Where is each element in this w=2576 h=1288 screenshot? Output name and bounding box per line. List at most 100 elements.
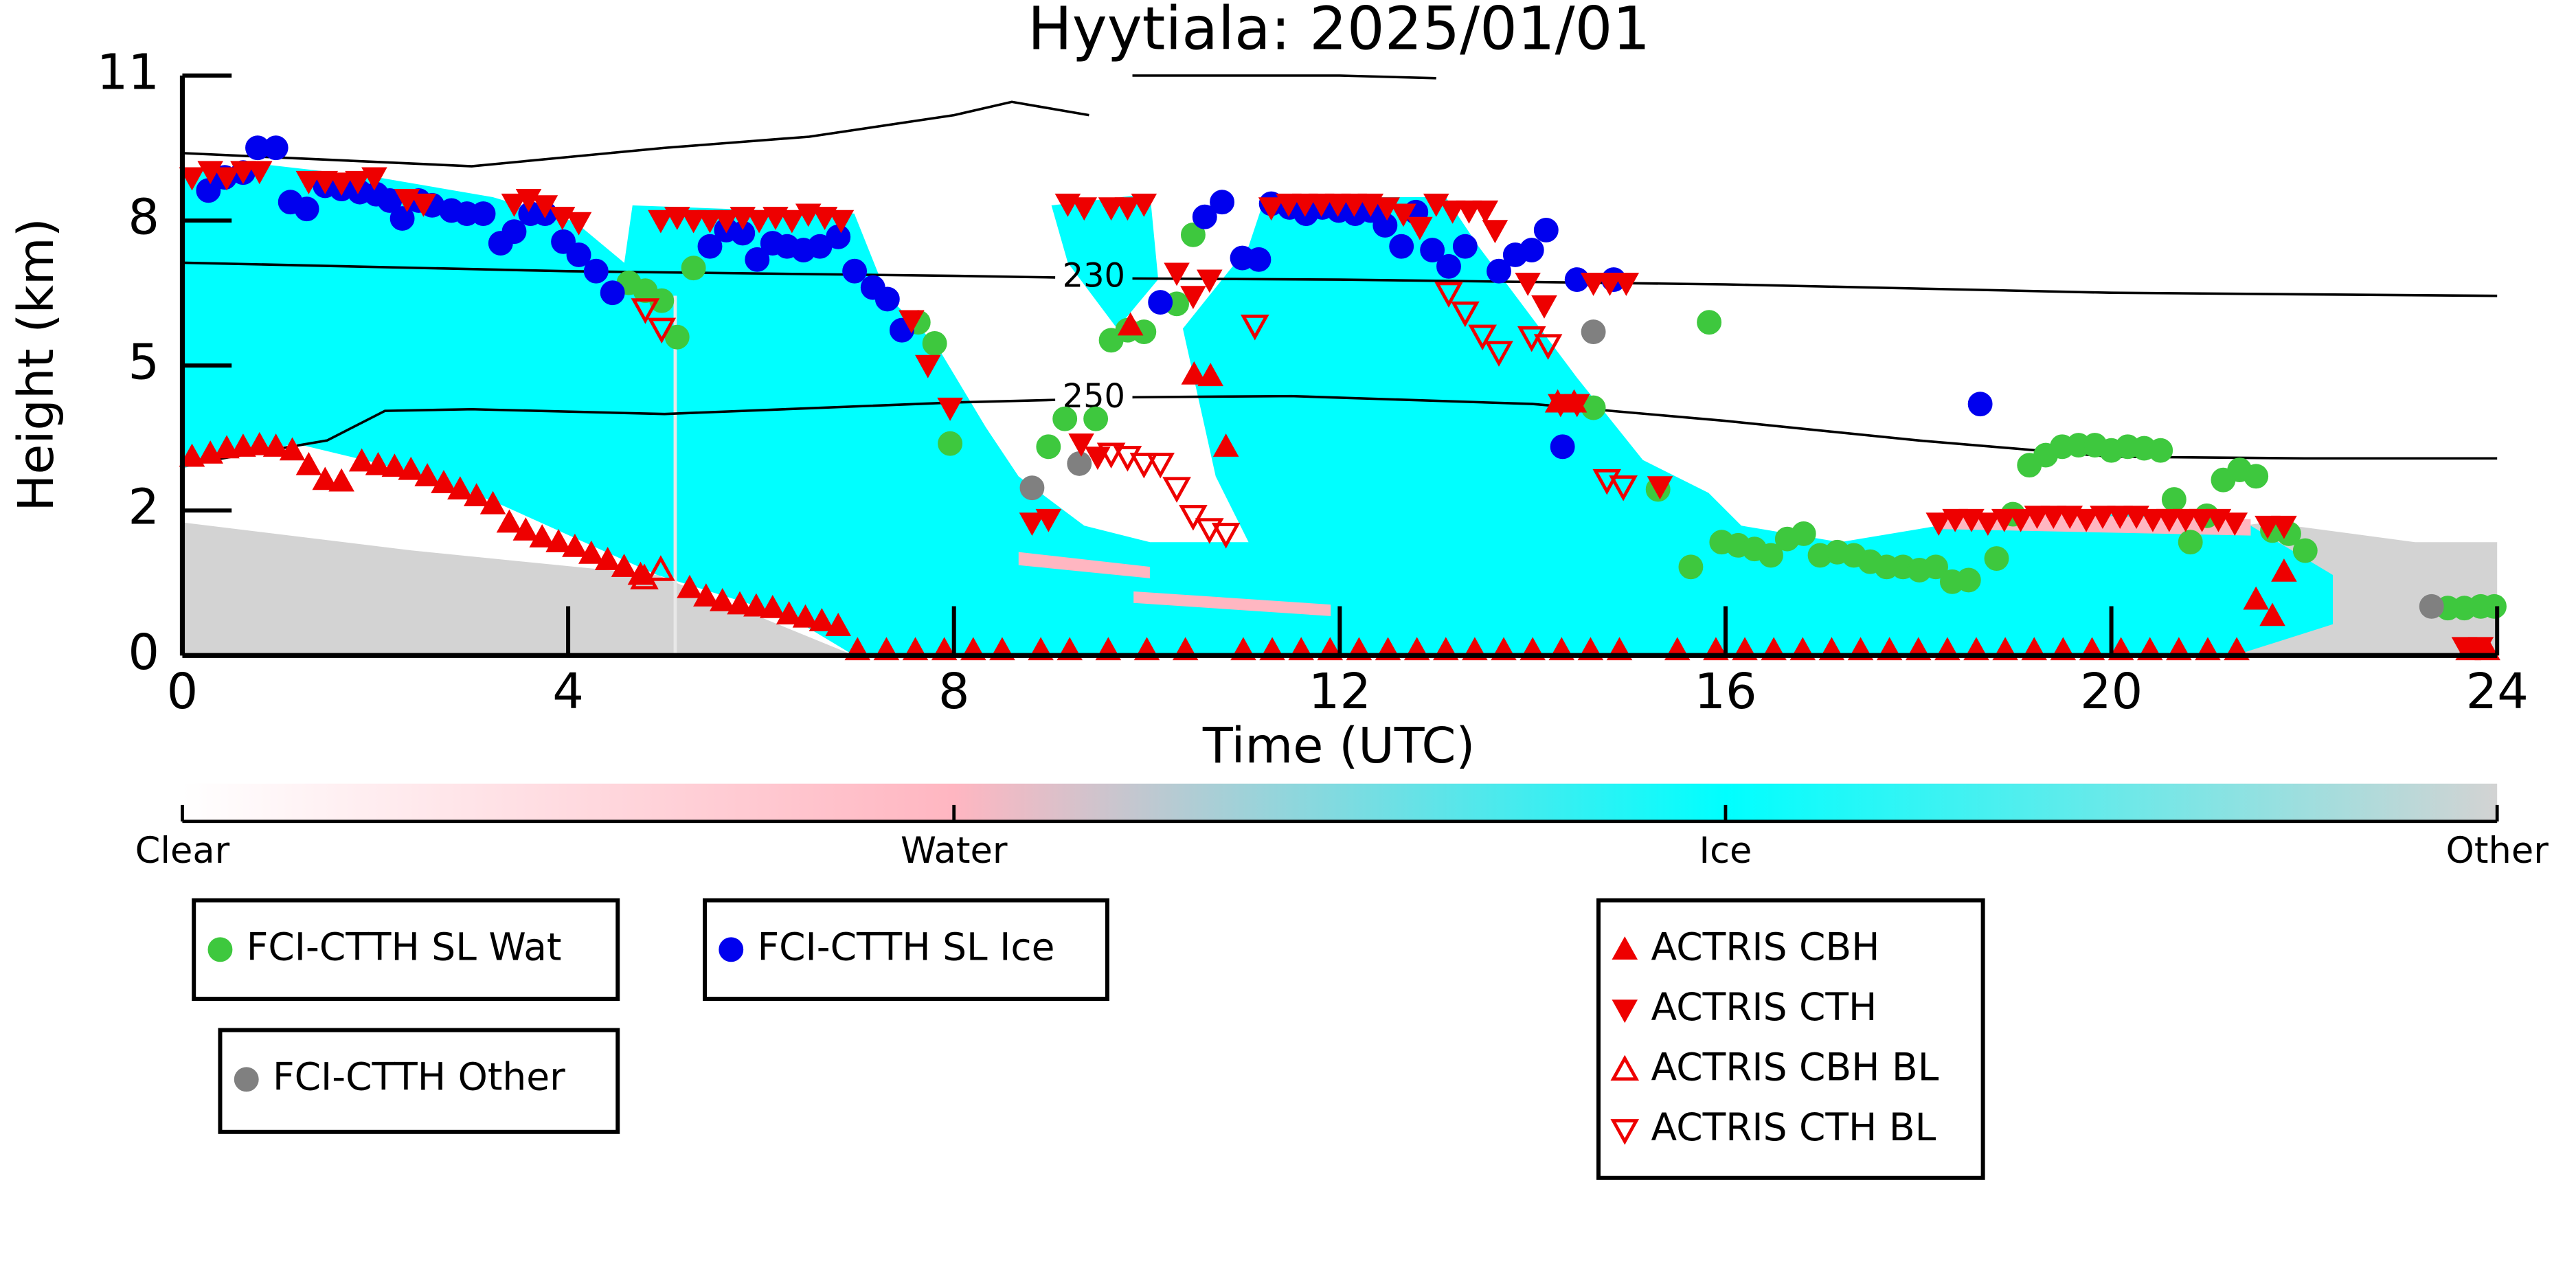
point xyxy=(2156,508,2182,532)
point xyxy=(1984,546,2009,571)
point xyxy=(2161,487,2187,512)
point xyxy=(1975,512,2001,536)
point xyxy=(1211,523,1241,549)
point xyxy=(693,583,719,607)
point xyxy=(825,613,851,636)
point xyxy=(1258,197,1285,221)
point xyxy=(1456,200,1482,224)
x-tick-label: 8 xyxy=(938,662,970,720)
point xyxy=(2040,506,2067,530)
point xyxy=(1068,433,1094,457)
legend-marker xyxy=(1610,1119,1640,1145)
point xyxy=(2243,586,2269,610)
point xyxy=(214,435,240,459)
water-region xyxy=(1018,512,2251,616)
point xyxy=(1923,554,1948,580)
point xyxy=(1035,508,1062,532)
legend-box xyxy=(192,898,620,1002)
point xyxy=(294,196,319,222)
point xyxy=(230,433,256,457)
point xyxy=(1515,273,1541,296)
point xyxy=(1420,238,1445,262)
legend: ACTRIS CBH ACTRIS CTH ACTRIS CBH BL ACTRIS … xyxy=(1596,898,1985,1180)
point xyxy=(680,210,707,234)
legend-label: ACTRIS CTH xyxy=(1651,985,1877,1029)
point xyxy=(295,451,322,475)
y-tick-label: 5 xyxy=(128,333,159,391)
point xyxy=(1372,213,1398,238)
legend: FCI-CTTH Other xyxy=(218,1028,620,1134)
point xyxy=(398,456,425,480)
point xyxy=(697,234,723,259)
legend-marker xyxy=(719,937,744,962)
point xyxy=(1436,253,1461,279)
classification-background xyxy=(182,164,2498,656)
point xyxy=(414,463,440,486)
point xyxy=(1083,406,1109,431)
point xyxy=(295,170,322,194)
point xyxy=(899,310,925,334)
legend: FCI-CTTH SL Wat xyxy=(192,898,620,1002)
legend-marker xyxy=(1610,1054,1640,1081)
point xyxy=(1759,543,1783,568)
point xyxy=(1613,273,1640,296)
point xyxy=(1563,394,1590,418)
point xyxy=(2244,464,2269,489)
point xyxy=(529,524,555,547)
point xyxy=(1533,217,1559,242)
contour-line xyxy=(182,261,2498,297)
point xyxy=(532,195,558,219)
point xyxy=(1468,324,1497,351)
point xyxy=(1531,295,1557,319)
point xyxy=(1146,453,1175,479)
point xyxy=(1212,433,1239,457)
point xyxy=(1452,234,1478,259)
point xyxy=(2090,506,2116,530)
point xyxy=(727,591,753,615)
point xyxy=(647,317,677,344)
point xyxy=(1114,197,1141,221)
x-tick-label: 4 xyxy=(552,662,584,720)
point xyxy=(262,433,289,457)
point xyxy=(697,210,723,234)
point xyxy=(1180,286,1206,310)
point xyxy=(1179,505,1208,531)
point xyxy=(1434,282,1463,308)
colorbar xyxy=(182,783,2498,822)
point xyxy=(1197,269,1223,293)
point xyxy=(709,587,736,611)
point xyxy=(1423,193,1449,217)
point xyxy=(2271,515,2297,539)
ice-region xyxy=(182,164,2334,656)
point xyxy=(1596,273,1623,296)
point xyxy=(2259,602,2285,626)
point xyxy=(179,167,205,191)
point xyxy=(1390,203,1416,227)
point xyxy=(1487,258,1511,284)
point xyxy=(312,170,339,194)
point xyxy=(2467,637,2494,661)
legend-label: ACTRIS CBH BL xyxy=(1651,1046,1939,1089)
point xyxy=(501,193,528,217)
point xyxy=(1324,193,1351,217)
point xyxy=(1991,508,2018,532)
y-tick-label: 11 xyxy=(97,43,159,101)
point xyxy=(2482,594,2507,619)
legend-box xyxy=(702,898,1109,1002)
point xyxy=(1389,234,1414,259)
point xyxy=(1678,554,1704,580)
point xyxy=(743,593,769,617)
point xyxy=(463,483,490,507)
point xyxy=(279,437,306,461)
point xyxy=(1484,341,1513,367)
point xyxy=(230,161,256,185)
point xyxy=(2451,637,2478,661)
point xyxy=(2255,515,2281,539)
point xyxy=(1180,222,1206,247)
point xyxy=(471,201,496,227)
point xyxy=(779,210,805,234)
point xyxy=(826,224,851,249)
point xyxy=(1071,197,1098,221)
point xyxy=(263,135,289,161)
point xyxy=(1925,512,1952,536)
